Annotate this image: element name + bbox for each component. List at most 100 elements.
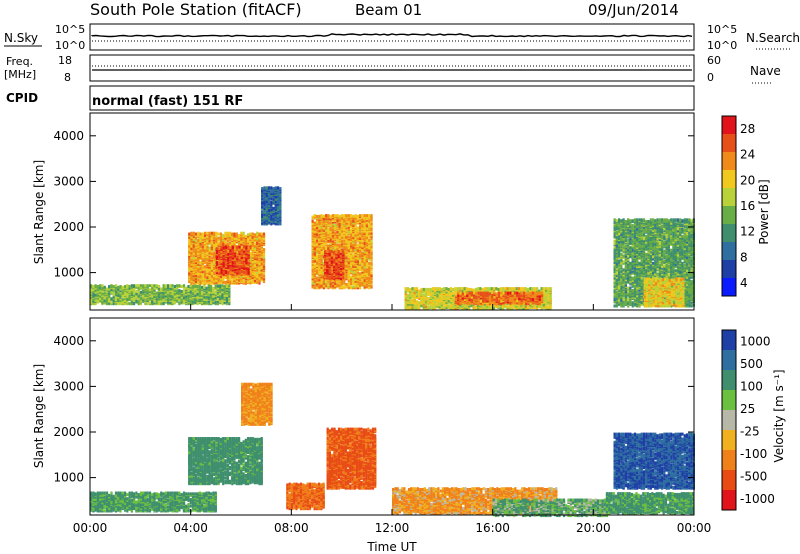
data-cell: [277, 186, 280, 190]
data-cell: [119, 287, 122, 291]
data-cell: [146, 296, 149, 300]
data-cell: [182, 289, 186, 293]
data-cell: [199, 242, 202, 246]
data-cell: [240, 280, 243, 284]
freq-panel: Freq. [MHz] 18 8 60 0 Nave: [4, 54, 781, 84]
data-cell: [197, 244, 200, 248]
data-cell: [201, 281, 204, 285]
data-cell: [203, 284, 206, 288]
data-cell: [155, 294, 158, 298]
data-cell: [162, 290, 165, 294]
data-cell: [137, 286, 140, 290]
data-cell: [244, 280, 247, 284]
data-cell: [99, 287, 102, 291]
data-cell: [194, 239, 198, 242]
data-cell: [121, 298, 124, 302]
data-cell: [249, 232, 252, 236]
data-cell: [258, 232, 261, 236]
data-cell: [126, 293, 129, 297]
data-cell: [124, 298, 127, 302]
data-cell: [164, 299, 167, 302]
data-cell: [334, 223, 337, 227]
data-cell: [327, 228, 330, 231]
data-cell: [210, 271, 213, 275]
data-cell: [233, 232, 236, 236]
data-cell: [190, 250, 193, 254]
data-cell: [96, 285, 99, 288]
data-cell: [213, 235, 216, 239]
power-data: [90, 186, 695, 310]
data-cell: [188, 271, 191, 275]
data-cell: [180, 285, 183, 288]
data-cell: [219, 280, 223, 284]
data-cell: [201, 299, 204, 302]
data-cell: [217, 232, 220, 236]
data-cell: [167, 290, 170, 294]
data-cell: [206, 245, 209, 249]
data-cell: [182, 284, 186, 288]
data-cell: [171, 297, 174, 301]
data-cell: [350, 228, 353, 232]
data-cell: [160, 299, 163, 302]
data-cell: [204, 231, 207, 235]
data-cell: [157, 294, 161, 298]
data-cell: [413, 287, 416, 291]
data-cell: [261, 187, 264, 191]
data-cell: [188, 232, 191, 236]
data-cell: [199, 253, 202, 257]
data-cell: [331, 214, 335, 218]
data-cell: [155, 299, 158, 302]
data-cell: [201, 234, 204, 238]
data-cell: [167, 299, 170, 302]
data-cell: [157, 302, 161, 306]
data-cell: [126, 300, 129, 304]
data-cell: [210, 300, 213, 304]
data-cell: [328, 250, 331, 254]
data-cell: [190, 279, 193, 283]
data-cell: [137, 297, 140, 301]
data-cell: [137, 284, 140, 288]
data-cell: [270, 200, 273, 204]
data-cell: [90, 295, 93, 299]
data-cell: [146, 288, 149, 292]
data-cell: [114, 292, 118, 296]
data-cell: [173, 298, 176, 302]
data-cell: [197, 242, 200, 246]
data-cell: [242, 274, 245, 278]
data-cell: [198, 290, 201, 294]
data-cell: [208, 253, 211, 256]
data-cell: [119, 300, 122, 304]
data-cell: [90, 297, 93, 301]
data-cell: [142, 298, 145, 302]
data-cell: [90, 289, 93, 293]
data-cell: [210, 281, 213, 285]
data-cell: [206, 243, 209, 247]
data-cell: [279, 187, 282, 191]
data-cell: [215, 261, 218, 265]
data-cell: [215, 237, 218, 241]
data-cell: [356, 243, 359, 247]
data-cell: [337, 272, 340, 276]
data-cell: [187, 287, 190, 291]
data-cell: [219, 289, 222, 293]
data-cell: [160, 302, 163, 306]
data-cell: [133, 295, 136, 299]
nsearch-tick-bottom: 10^0: [707, 39, 737, 52]
data-cell: [404, 287, 407, 291]
data-cell: [153, 286, 156, 290]
data-cell: [204, 265, 207, 269]
data-cell: [213, 280, 216, 284]
data-cell: [208, 239, 211, 242]
data-cell: [124, 287, 127, 291]
data-cell: [206, 241, 209, 245]
data-cell: [219, 292, 222, 296]
data-cell: [178, 301, 181, 305]
data-cell: [235, 249, 238, 253]
data-cell: [190, 231, 193, 235]
data-cell: [201, 253, 204, 256]
data-cell: [130, 299, 133, 302]
data-cell: [272, 206, 275, 210]
data-cell: [235, 281, 238, 285]
data-cell: [361, 214, 364, 218]
data-cell: [210, 264, 213, 268]
